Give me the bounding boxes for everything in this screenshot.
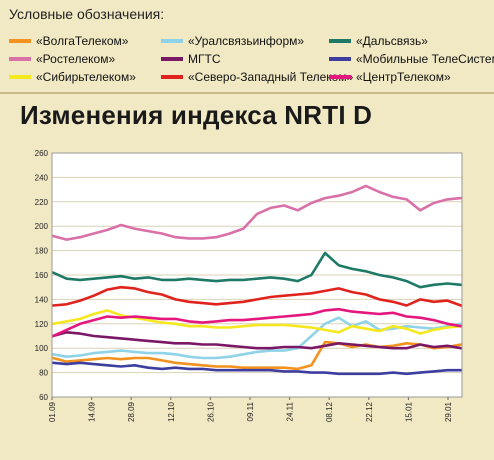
legend-label: «ЦентрТелеком» [356, 69, 451, 84]
chart-title: Изменения индекса NRTI D [20, 100, 373, 130]
x-tick-label: 08.12 [325, 401, 334, 422]
series-line [51, 285, 463, 307]
legend-item: «Уралсвязьинформ» [161, 33, 304, 48]
y-tick-label: 120 [35, 320, 49, 329]
legend-item: «Северо-Западный Телеком» [161, 69, 353, 84]
legend-item: «ВолгаТелеком» [9, 33, 128, 48]
y-tick-label: 160 [35, 271, 49, 280]
y-tick-label: 100 [35, 344, 49, 353]
legend-label: «Ростелеком» [36, 51, 116, 66]
series-line [51, 309, 463, 335]
legend-label: «Дальсвязь» [356, 33, 428, 48]
divider [0, 92, 494, 94]
series-line [51, 331, 463, 350]
series-line [51, 340, 463, 371]
y-tick-label: 240 [35, 173, 49, 182]
legend-item: «Мобильные ТелеСистемы» [329, 51, 494, 66]
x-tick-label: 15.01 [404, 401, 413, 422]
legend-title: Условные обозначения: [9, 6, 165, 22]
plot-border [51, 152, 463, 398]
chart-container: 60 80 100 120 140 160 180 200 220 240 260 01.09 14.0… [0, 140, 494, 455]
legend-swatch [9, 38, 31, 43]
series-line [51, 184, 463, 241]
legend-label: «ВолгаТелеком» [36, 33, 129, 48]
legend-label: «Сибирьтелеком» [36, 69, 136, 84]
x-tick-label: 01.09 [48, 401, 57, 422]
legend-item: «Ростелеком» [9, 51, 115, 66]
x-tick-label: 12.10 [167, 401, 176, 422]
legend-swatch [329, 38, 351, 43]
legend-swatch [161, 38, 183, 43]
legend-label: «Уралсвязьинформ» [188, 33, 305, 48]
series-line [51, 316, 463, 360]
x-tick-label: 29.01 [444, 401, 453, 422]
y-tick-label: 180 [35, 247, 49, 256]
series-line [51, 307, 463, 338]
x-tick-label: 09.11 [246, 401, 255, 421]
x-tick-label: 24.11 [286, 401, 295, 421]
legend-swatch [161, 74, 183, 79]
y-tick-label: 80 [39, 369, 48, 378]
legend-swatch [329, 56, 351, 61]
legend-item: «Дальсвязь» [329, 33, 428, 48]
legend-label: МГТС [188, 51, 221, 66]
legend-swatch [329, 74, 351, 79]
y-tick-label: 220 [35, 198, 49, 207]
y-tick-label: 200 [35, 222, 49, 231]
legend: «ВолгаТелеком» «Уралсвязьинформ» «Дальсвяз… [9, 33, 494, 93]
y-tick-label: 140 [35, 295, 49, 304]
legend-swatch [161, 56, 183, 61]
series-line [51, 251, 463, 289]
line-chart: 60 80 100 120 140 160 180 200 220 240 260 01.09 14.0… [35, 149, 463, 422]
legend-swatch [9, 56, 31, 61]
legend-item: МГТС [161, 51, 221, 66]
x-tick-label: 14.09 [88, 401, 97, 422]
legend-item: «Сибирьтелеком» [9, 69, 136, 84]
y-tick-label: 60 [39, 393, 48, 402]
x-tick-label: 26.10 [206, 401, 215, 422]
y-tick-label: 260 [35, 149, 49, 158]
legend-swatch [9, 74, 31, 79]
x-tick-label: 22.12 [365, 401, 374, 422]
x-tick-label: 28.09 [127, 401, 136, 422]
legend-item: «ЦентрТелеком» [329, 69, 451, 84]
series-line [51, 361, 463, 376]
legend-label: «Мобильные ТелеСистемы» [356, 51, 494, 66]
legend-label: «Северо-Западный Телеком» [188, 69, 354, 84]
